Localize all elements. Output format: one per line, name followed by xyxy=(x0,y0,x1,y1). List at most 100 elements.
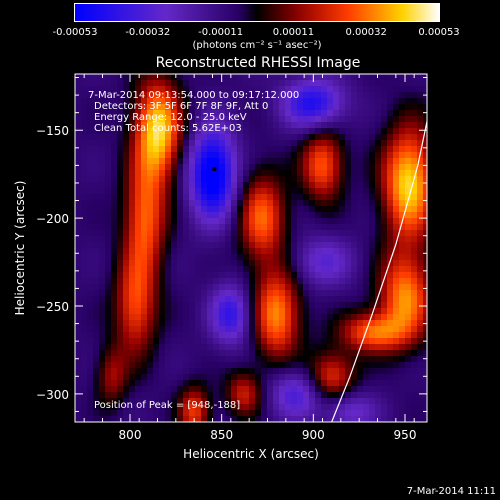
heatmap-cell xyxy=(411,98,418,105)
heatmap-cell xyxy=(297,296,304,303)
heatmap-cell xyxy=(237,386,244,393)
heatmap-cell xyxy=(423,410,428,417)
heatmap-cell xyxy=(129,266,136,273)
heatmap-cell xyxy=(321,356,328,363)
heatmap-cell xyxy=(111,356,118,363)
heatmap-cell xyxy=(303,188,310,195)
heatmap-cell xyxy=(183,320,190,327)
heatmap-cell xyxy=(357,158,364,165)
heatmap-cell xyxy=(195,236,202,243)
heatmap-cell xyxy=(135,374,142,381)
heatmap-cell xyxy=(237,194,244,201)
heatmap-cell xyxy=(417,86,424,93)
heatmap-cell xyxy=(87,236,94,243)
heatmap-cell xyxy=(231,242,238,249)
heatmap-cell xyxy=(327,236,334,243)
heatmap-cell xyxy=(375,206,382,213)
heatmap-cell xyxy=(87,212,94,219)
heatmap-cell xyxy=(351,314,358,321)
heatmap-cell xyxy=(87,206,94,213)
heatmap-cell xyxy=(231,152,238,159)
heatmap-cell xyxy=(411,368,418,375)
heatmap-cell xyxy=(141,104,148,111)
heatmap-cell xyxy=(351,242,358,249)
heatmap-cell xyxy=(183,74,190,81)
heatmap-cell xyxy=(153,374,160,381)
heatmap-cell xyxy=(273,302,280,309)
heatmap-cell xyxy=(387,320,394,327)
heatmap-cell xyxy=(189,290,196,297)
heatmap-cell xyxy=(219,260,226,267)
heatmap-cell xyxy=(177,212,184,219)
heatmap-cell xyxy=(303,128,310,135)
heatmap-cell xyxy=(183,416,190,423)
heatmap-cell xyxy=(369,344,376,351)
heatmap-cell xyxy=(237,290,244,297)
heatmap-cell xyxy=(261,320,268,327)
heatmap-cell xyxy=(231,200,238,207)
heatmap-cell xyxy=(267,182,274,189)
heatmap-cell xyxy=(345,356,352,363)
heatmap-cell xyxy=(399,194,406,201)
y-tick-label: −250 xyxy=(36,300,69,314)
heatmap-cell xyxy=(129,338,136,345)
heatmap-cell xyxy=(87,320,94,327)
heatmap-cell xyxy=(399,314,406,321)
heatmap-cell xyxy=(309,146,316,153)
heatmap-cell xyxy=(81,302,88,309)
heatmap-cell xyxy=(333,326,340,333)
heatmap-cell xyxy=(153,320,160,327)
heatmap-cell xyxy=(303,308,310,315)
heatmap-cell xyxy=(207,326,214,333)
heatmap-cell xyxy=(231,302,238,309)
heatmap-cell xyxy=(405,368,412,375)
heatmap-cell xyxy=(411,326,418,333)
heatmap-cell xyxy=(183,182,190,189)
heatmap-cell xyxy=(267,218,274,225)
heatmap-cell xyxy=(351,368,358,375)
heatmap-cell xyxy=(99,254,106,261)
heatmap-cell xyxy=(231,194,238,201)
heatmap-cell xyxy=(303,302,310,309)
heatmap-cell xyxy=(123,254,130,261)
heatmap-cell xyxy=(81,188,88,195)
heatmap-cell xyxy=(333,302,340,309)
heatmap-cell xyxy=(255,122,262,129)
heatmap-cell xyxy=(381,212,388,219)
heatmap-cell xyxy=(345,224,352,231)
heatmap-cell xyxy=(357,410,364,417)
heatmap-cell xyxy=(267,296,274,303)
heatmap-cell xyxy=(357,248,364,255)
heatmap-cell xyxy=(165,392,172,399)
heatmap-cell xyxy=(249,176,256,183)
heatmap-cell xyxy=(309,284,316,291)
heatmap-cell xyxy=(327,326,334,333)
heatmap-cell xyxy=(195,242,202,249)
heatmap-cell xyxy=(213,104,220,111)
heatmap-cell xyxy=(387,338,394,345)
heatmap-cell xyxy=(369,110,376,117)
heatmap-cell xyxy=(393,278,400,285)
heatmap-cell xyxy=(285,74,292,81)
heatmap-cell xyxy=(237,350,244,357)
heatmap-cell xyxy=(333,92,340,99)
heatmap-cell xyxy=(153,236,160,243)
heatmap-cell xyxy=(75,182,82,189)
heatmap-cell xyxy=(339,80,346,87)
heatmap-cell xyxy=(189,260,196,267)
heatmap-cell xyxy=(201,350,208,357)
heatmap-cell xyxy=(369,272,376,279)
heatmap-cell xyxy=(213,74,220,81)
heatmap-cell xyxy=(321,134,328,141)
heatmap-cell xyxy=(207,146,214,153)
heatmap-cell xyxy=(363,116,370,123)
heatmap-cell xyxy=(75,200,82,207)
heatmap-cell xyxy=(381,242,388,249)
heatmap-cell xyxy=(99,80,106,87)
heatmap-cell xyxy=(363,134,370,141)
heatmap-cell xyxy=(267,128,274,135)
heatmap-cell xyxy=(183,404,190,411)
heatmap-cell xyxy=(81,170,88,177)
heatmap-cell xyxy=(195,194,202,201)
heatmap-cell xyxy=(327,290,334,297)
